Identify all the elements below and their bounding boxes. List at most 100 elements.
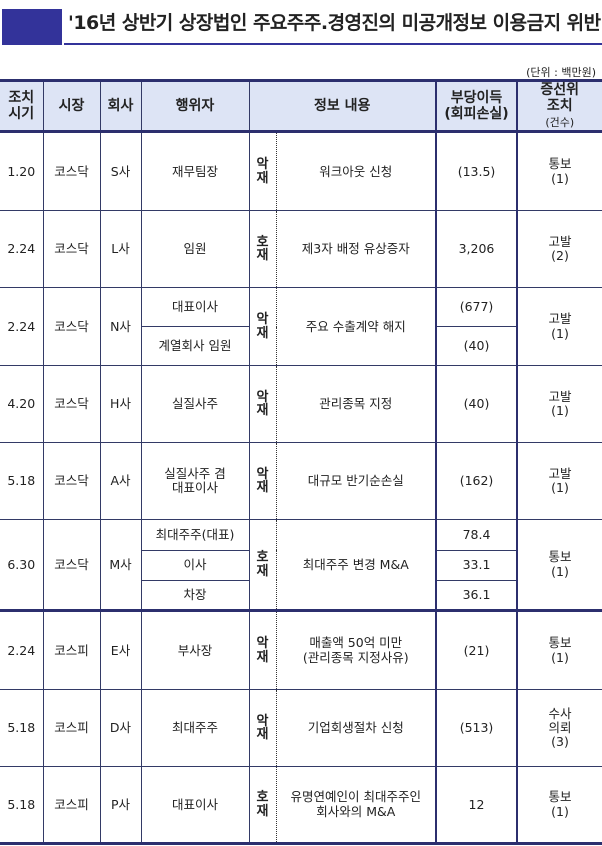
cell-actor: 최대주주 xyxy=(140,689,250,768)
header-actor: 행위자 xyxy=(140,79,250,134)
cell-gain: 3,206 xyxy=(435,210,518,289)
table-row: 5.18 코스피 P사 대표이사 호 재 유명연예인이 최대주주인 회사와의 M&A 12 통… xyxy=(0,766,602,845)
table-row: 1.20 코스닥 S사 재무팀장 악 재 워크아웃 신청 (13.5) 통보 (1) xyxy=(0,131,602,212)
cell-date: 2.24 xyxy=(0,210,44,289)
cell-info: 대규모 반기순손실 xyxy=(275,442,437,521)
cell-info: 기업회생절차 신청 xyxy=(275,689,437,768)
cell-action: 고발 (1) xyxy=(516,365,602,444)
cell-actor: 계열회사 임원 xyxy=(141,326,250,367)
header-gain-label: 부당이득 xyxy=(450,90,503,107)
cell-date: 4.20 xyxy=(0,365,44,444)
cell-action: 수사 의뢰 (3) xyxy=(516,689,602,768)
cell-action: 통보 (1) xyxy=(516,131,602,212)
cell-gain: 36.1 xyxy=(435,579,518,612)
cell-company: N사 xyxy=(99,287,142,367)
cell-info-type: 악 재 xyxy=(248,689,277,768)
cell-action: 고발 (1) xyxy=(516,442,602,521)
cell-gain: (513) xyxy=(435,689,518,768)
cell-actor: 실질사주 겸 대표이사 xyxy=(140,442,250,521)
cell-actor: 재무팀장 xyxy=(140,131,250,212)
cell-date: 5.18 xyxy=(0,766,44,845)
cell-company: D사 xyxy=(99,689,142,768)
violations-table: 조치 시기 시장 회사 행위자 정보 내용 부당이득 (회피손실) 증선위 조치(… xyxy=(0,79,602,846)
cell-market: 코스닥 xyxy=(42,365,101,444)
header-action-label: 증선위 조치 xyxy=(540,82,580,115)
cell-date: 5.18 xyxy=(0,689,44,768)
cell-info-type: 악 재 xyxy=(248,365,277,444)
cell-info: 관리종목 지정 xyxy=(275,365,437,444)
cell-actor: 최대주주(대표) xyxy=(140,519,250,551)
cell-company: E사 xyxy=(99,609,142,691)
cell-info: 유명연예인이 최대주주인 회사와의 M&A xyxy=(275,766,437,845)
title-underline xyxy=(64,43,602,45)
table-row: 4.20 코스닥 H사 실질사주 악 재 관리종목 지정 (40) 고발 (1) xyxy=(0,365,602,444)
table-row: 5.18 코스닥 A사 실질사주 겸 대표이사 악 재 대규모 반기순손실 (162) 고발 … xyxy=(0,442,602,521)
cell-gain: (13.5) xyxy=(435,131,518,212)
header-action: 증선위 조치 (건수) xyxy=(516,79,602,134)
cell-gain: (40) xyxy=(435,326,518,367)
table-row: 6.30 코스닥 M사 최대주주(대표) 호 재 최대주주 변경 M&A 78.4 통보 (1… xyxy=(0,519,602,612)
cell-company: M사 xyxy=(99,519,142,612)
cell-date: 6.30 xyxy=(0,519,44,612)
cell-date: 5.18 xyxy=(0,442,44,521)
cell-market: 코스닥 xyxy=(42,519,101,612)
cell-gain: (21) xyxy=(435,609,518,691)
cell-info-type: 악 재 xyxy=(248,131,277,212)
cell-company: S사 xyxy=(99,131,142,212)
cell-action: 고발 (2) xyxy=(516,210,602,289)
cell-date: 2.24 xyxy=(0,287,44,367)
table-row: 5.18 코스피 D사 최대주주 악 재 기업회생절차 신청 (513) 수사 의뢰 (3) xyxy=(0,689,602,768)
cell-market: 코스닥 xyxy=(42,287,101,367)
cell-market: 코스닥 xyxy=(42,210,101,289)
cell-company: P사 xyxy=(99,766,142,845)
cell-info-type: 호 재 xyxy=(248,766,277,845)
cell-info-type: 호 재 xyxy=(248,210,277,289)
unit-note: (단위 : 백만원) xyxy=(526,66,596,79)
cell-info-type: 악 재 xyxy=(248,442,277,521)
table-row: 차장 36.1 xyxy=(0,579,602,612)
cell-market: 코스피 xyxy=(42,689,101,768)
page-title: '16년 상반기 상장법인 주요주주.경영진의 미공개정보 이용금지 위반 xyxy=(68,12,601,34)
cell-date: 2.24 xyxy=(0,609,44,691)
cell-date: 1.20 xyxy=(0,131,44,212)
cell-gain: (677) xyxy=(435,287,518,328)
cell-info-type: 악 재 xyxy=(248,287,277,367)
cell-gain: (40) xyxy=(435,365,518,444)
table-row: 2.24 코스닥 N사 대표이사 악 재 주요 수출계약 해지 (677) 고발 (1) xyxy=(0,287,602,367)
cell-action: 통보 (1) xyxy=(516,766,602,845)
cell-company: H사 xyxy=(99,365,142,444)
cell-actor: 대표이사 xyxy=(140,287,250,328)
cell-info: 매출액 50억 미만 (관리종목 지정사유) xyxy=(275,609,437,691)
title-decoration xyxy=(2,9,62,45)
header-action-sub: (건수) xyxy=(545,116,575,130)
cell-actor: 이사 xyxy=(141,549,250,581)
cell-actor: 임원 xyxy=(140,210,250,289)
cell-market: 코스닥 xyxy=(42,131,101,212)
cell-company: L사 xyxy=(99,210,142,289)
table-row: 계열회사 임원 (40) xyxy=(0,326,602,367)
cell-gain: 33.1 xyxy=(435,549,518,581)
cell-company: A사 xyxy=(99,442,142,521)
table-row: 2.24 코스닥 L사 임원 호 재 제3자 배정 유상증자 3,206 고발 (2) xyxy=(0,210,602,289)
cell-info: 최대주주 변경 M&A xyxy=(275,519,437,612)
cell-market: 코스피 xyxy=(42,766,101,845)
cell-market: 코스피 xyxy=(42,609,101,691)
cell-actor: 실질사주 xyxy=(140,365,250,444)
header-market: 시장 xyxy=(42,79,101,134)
header-info: 정보 내용 xyxy=(248,79,437,134)
header-date: 조치 시기 xyxy=(0,79,44,134)
cell-actor: 대표이사 xyxy=(140,766,250,845)
cell-action: 통보 (1) xyxy=(516,609,602,691)
cell-info-type: 호 재 xyxy=(248,519,277,612)
table-row: 2.24 코스피 E사 부사장 악 재 매출액 50억 미만 (관리종목 지정사유) (21… xyxy=(0,609,602,691)
header-gain: 부당이득 (회피손실) xyxy=(435,79,518,134)
cell-info: 워크아웃 신청 xyxy=(275,131,437,212)
cell-actor: 부사장 xyxy=(140,609,250,691)
header-company: 회사 xyxy=(99,79,142,134)
cell-action: 통보 (1) xyxy=(516,519,602,612)
cell-action: 고발 (1) xyxy=(516,287,602,367)
cell-gain: 12 xyxy=(435,766,518,845)
cell-info: 제3자 배정 유상증자 xyxy=(275,210,437,289)
table-row: 이사 33.1 xyxy=(0,549,602,581)
cell-info-type: 악 재 xyxy=(248,609,277,691)
